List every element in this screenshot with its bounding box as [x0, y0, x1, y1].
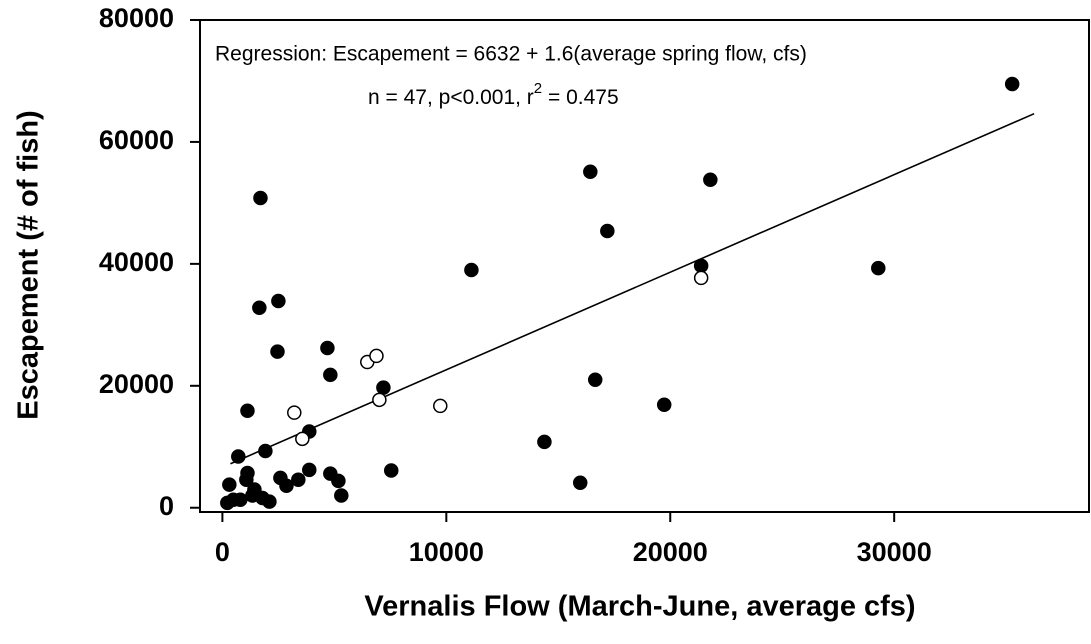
point [222, 477, 237, 492]
y-tick-label: 20000 [99, 369, 174, 399]
point [331, 473, 346, 489]
point [253, 190, 268, 206]
plot-frame [199, 19, 1090, 513]
annotation: Regression: Escapement = 6632 + 1.6(aver… [215, 43, 807, 66]
point [464, 262, 479, 278]
y-tick-label: 40000 [99, 247, 174, 277]
annotation: = 0.475 [542, 86, 618, 109]
annotation: 2 [534, 80, 542, 97]
regression-line [230, 112, 1035, 465]
x-tick-label: 10000 [409, 537, 484, 567]
point [258, 443, 273, 459]
annotation: n = 47, p<0.001, r2 = 0.475 [368, 80, 619, 109]
point [252, 300, 267, 316]
point [600, 223, 615, 239]
point [572, 475, 588, 490]
point [433, 398, 448, 414]
point [271, 293, 286, 309]
point [583, 164, 598, 180]
point [323, 367, 338, 383]
point [233, 492, 248, 508]
point [656, 397, 672, 412]
y-tick-label: 0 [159, 491, 174, 521]
point [320, 340, 335, 356]
point [376, 380, 391, 395]
point [270, 344, 285, 359]
point [693, 258, 709, 273]
annotation: n = 47, p<0.001, r [368, 86, 534, 109]
point [302, 462, 317, 478]
point [372, 392, 387, 408]
point [693, 270, 709, 286]
point [279, 478, 294, 494]
y-tick-label: 80000 [99, 3, 174, 33]
point [383, 463, 399, 478]
point [220, 495, 235, 511]
x-tick-label: 30000 [857, 537, 932, 567]
point [240, 403, 255, 419]
x-tick-label: 20000 [633, 537, 708, 567]
point [287, 405, 302, 420]
point [703, 172, 718, 187]
point [295, 431, 310, 447]
point [871, 260, 886, 276]
point [239, 472, 254, 487]
point [231, 449, 246, 464]
y-axis-title: Escapement (# of fish) [13, 110, 45, 419]
point [334, 488, 349, 503]
point [587, 372, 603, 387]
point [537, 434, 552, 450]
point [1004, 76, 1020, 92]
x-axis-title: Vernalis Flow (March-June, average cfs) [364, 591, 915, 623]
y-tick-label: 60000 [99, 125, 174, 155]
point [262, 494, 277, 509]
x-tick-label: 0 [215, 537, 230, 567]
point [369, 348, 384, 364]
point [291, 472, 306, 487]
